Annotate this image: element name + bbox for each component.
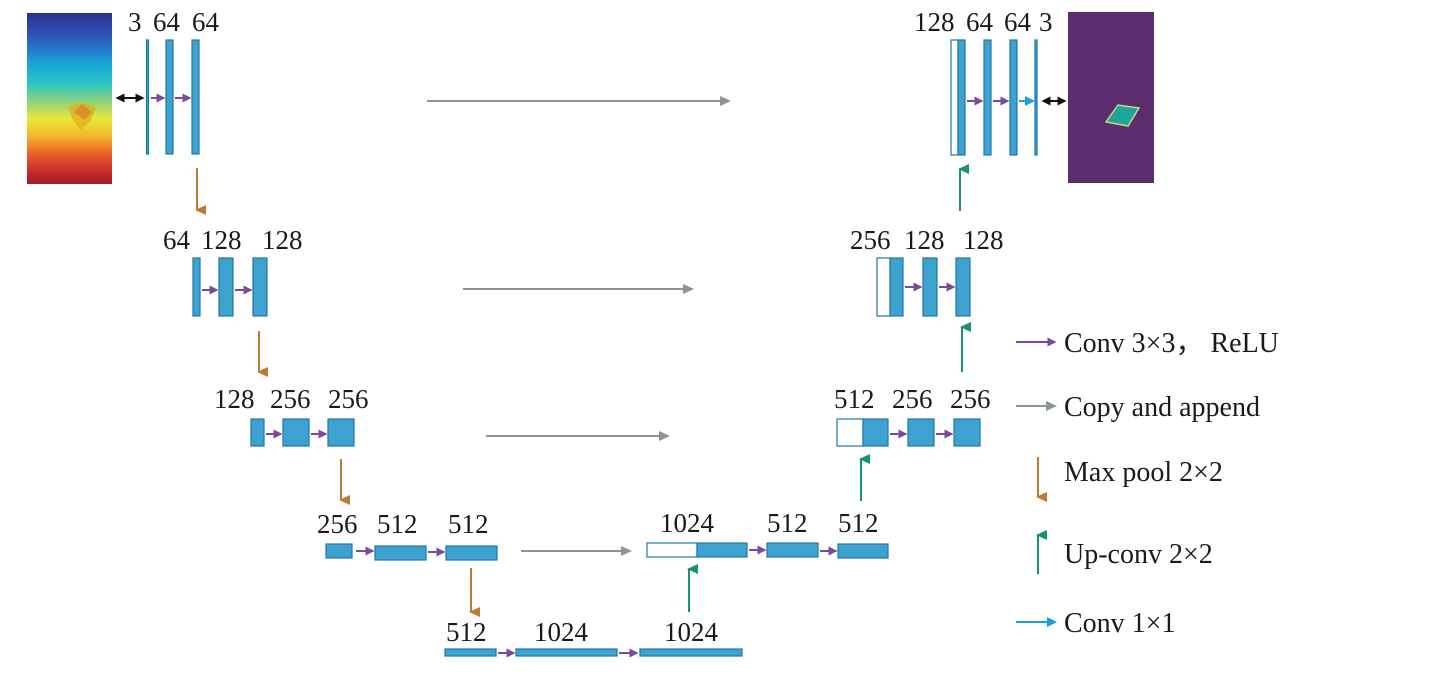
legend-item-conv3: Conv 3×3， ReLU (1016, 328, 1279, 359)
enc4-label-3: 512 (448, 509, 489, 539)
legend-item-maxpool: Max pool 2×2 (1036, 457, 1223, 502)
enc1-label-2: 64 (153, 7, 181, 37)
dec1-block-2 (983, 39, 992, 156)
dec1-block-3 (1009, 39, 1018, 156)
bottleneck-label-2: 1024 (534, 617, 589, 647)
dec2-label-2: 128 (904, 225, 945, 255)
enc2-stage: 64 128 128 (163, 225, 303, 317)
legend-item-conv1: Conv 1×1 (1016, 608, 1175, 639)
enc4-block-2 (374, 545, 427, 561)
dec4-label-2: 512 (767, 508, 808, 538)
dec1-label-3: 64 (1004, 7, 1032, 37)
dec2-block-2 (922, 257, 938, 317)
dec4-block-1-up (696, 542, 748, 558)
dec4-block-2 (766, 542, 819, 558)
enc3-label-3: 256 (328, 384, 369, 414)
bottleneck-block-1 (444, 648, 497, 657)
bottleneck-label-3: 1024 (664, 617, 719, 647)
bottleneck-label-1: 512 (446, 617, 487, 647)
enc2-block-2 (218, 257, 234, 317)
dec1-block-4 (1034, 39, 1038, 156)
enc4-block-3 (445, 545, 498, 561)
enc2-label-2: 128 (201, 225, 242, 255)
enc4-label-1: 256 (317, 509, 358, 539)
legend-conv3-label: Conv 3×3， ReLU (1064, 328, 1279, 359)
enc4-block-1 (325, 543, 353, 559)
dec4-stage: 1024 512 512 (646, 508, 889, 559)
dec3-label-1: 512 (834, 384, 875, 414)
dec4-block-1-copy (646, 542, 698, 558)
output-image (1068, 12, 1154, 183)
dec3-block-1-up (862, 418, 889, 447)
bottleneck-block-3 (639, 648, 743, 657)
dec1-label-4: 3 (1039, 7, 1053, 37)
enc4-stage: 256 512 512 (317, 509, 498, 561)
enc2-block-3 (252, 257, 268, 317)
legend-maxpool-label: Max pool 2×2 (1064, 457, 1223, 488)
dec4-block-3 (837, 543, 889, 559)
dec4-label-3: 512 (838, 508, 879, 538)
enc3-stage: 128 256 256 (214, 384, 369, 447)
dec3-stage: 512 256 256 (834, 384, 991, 447)
enc4-label-2: 512 (377, 509, 418, 539)
enc1-stage: 3 64 64 (128, 7, 220, 155)
enc1-block-2 (165, 39, 174, 155)
legend-conv1-label: Conv 1×1 (1064, 608, 1175, 639)
dec4-label-1: 1024 (660, 508, 715, 538)
enc2-label-3: 128 (262, 225, 303, 255)
legend: Conv 3×3， ReLU Copy and append Max pool … (1016, 328, 1279, 639)
legend-item-upconv: Up-conv 2×2 (1036, 530, 1213, 574)
dec2-label-3: 128 (963, 225, 1004, 255)
enc1-block-1 (145, 39, 150, 155)
enc3-block-2 (282, 418, 310, 447)
dec1-block-1-up (957, 39, 966, 156)
dec3-block-1-copy (836, 418, 864, 447)
bottleneck-block-2 (515, 648, 618, 657)
dec2-stage: 256 128 128 (850, 225, 1004, 317)
enc2-label-1: 64 (163, 225, 191, 255)
enc3-label-2: 256 (270, 384, 311, 414)
enc3-block-1 (250, 418, 265, 447)
enc1-label-1: 3 (128, 7, 142, 37)
dec1-stage: 128 64 64 3 (914, 7, 1053, 156)
enc2-block-1 (192, 257, 201, 317)
dec3-block-3 (953, 418, 981, 447)
bottleneck-stage: 512 1024 1024 (444, 617, 743, 658)
dec1-block-1-copy (950, 39, 959, 156)
enc1-label-3: 64 (192, 7, 220, 37)
legend-item-copy: Copy and append (1016, 392, 1260, 423)
dec3-label-2: 256 (892, 384, 933, 414)
dec3-block-2 (907, 418, 935, 447)
enc3-block-3 (327, 418, 355, 447)
legend-copy-label: Copy and append (1064, 392, 1260, 423)
dec2-label-1: 256 (850, 225, 891, 255)
dec1-label-2: 64 (966, 7, 994, 37)
input-image (27, 13, 112, 184)
dec2-block-1-up (889, 257, 904, 317)
enc3-label-1: 128 (214, 384, 255, 414)
dec2-block-1-copy (876, 257, 891, 317)
enc1-block-3 (191, 39, 200, 155)
legend-upconv-label: Up-conv 2×2 (1064, 539, 1213, 570)
dec2-block-3 (955, 257, 971, 317)
dec3-label-3: 256 (950, 384, 991, 414)
dec1-label-1: 128 (914, 7, 955, 37)
